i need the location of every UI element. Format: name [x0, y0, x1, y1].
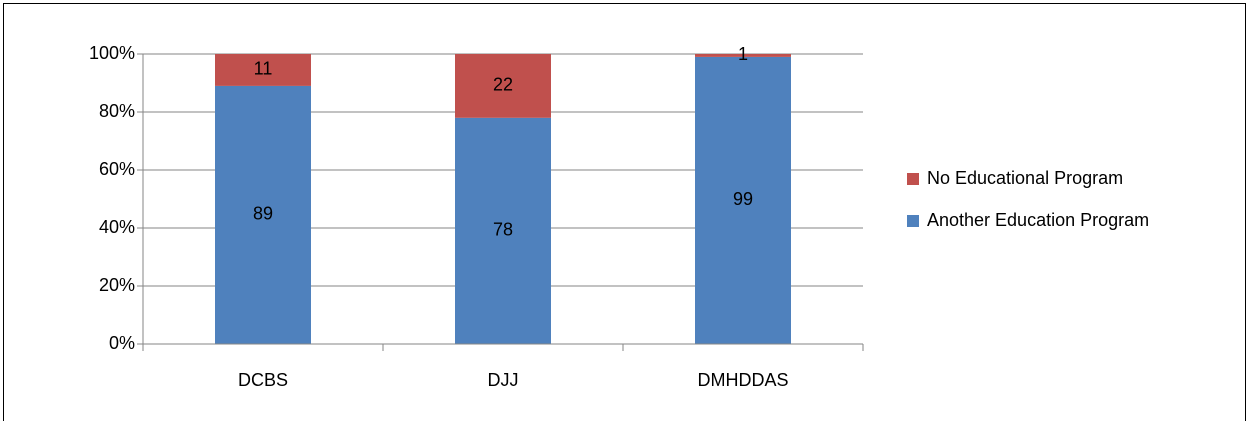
chart-border [3, 3, 1246, 421]
y-tick-label: 40% [99, 217, 135, 237]
y-tick-label: 60% [99, 159, 135, 179]
x-tick-label: DCBS [238, 370, 288, 390]
legend-label: No Educational Program [927, 168, 1123, 188]
bar-segment [695, 54, 791, 57]
bar-segment [455, 54, 551, 118]
data-label: 1 [738, 44, 748, 64]
y-tick-label: 20% [99, 275, 135, 295]
bar-segment [215, 85, 311, 345]
bar-segment [695, 56, 791, 345]
data-label: 78 [493, 220, 513, 240]
bar-segment [215, 54, 311, 86]
y-tick-label: 80% [99, 101, 135, 121]
y-tick-label: 100% [89, 43, 135, 63]
legend-swatch [907, 173, 919, 185]
legend-label: Another Education Program [927, 210, 1149, 230]
data-label: 22 [493, 75, 513, 95]
x-tick-label: DMHDDAS [697, 370, 788, 390]
x-tick-label: DJJ [488, 370, 519, 390]
legend-swatch [907, 215, 919, 227]
bar-segment [455, 117, 551, 344]
data-label: 11 [254, 59, 273, 79]
y-tick-label: 0% [109, 333, 135, 353]
data-label: 99 [733, 189, 753, 209]
data-label: 89 [253, 204, 273, 224]
